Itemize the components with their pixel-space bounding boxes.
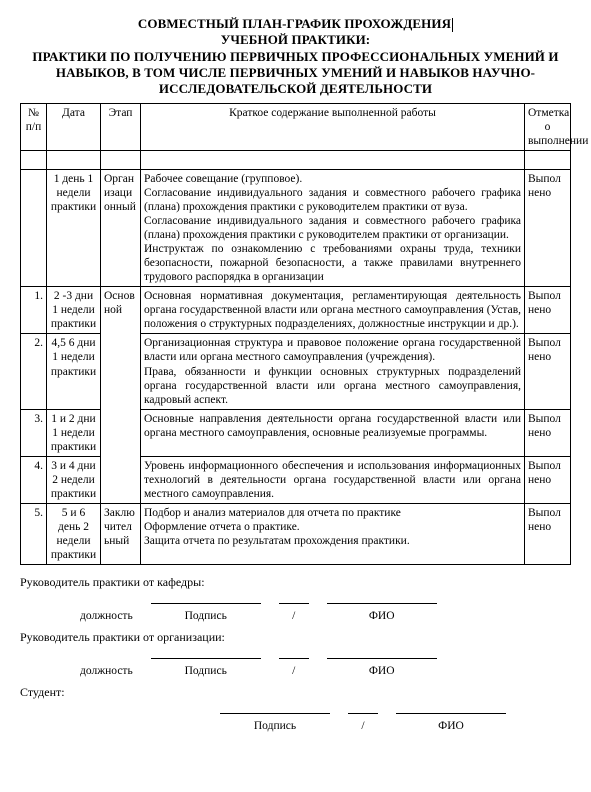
cell-empty: [47, 151, 101, 170]
sig-caption-signature: Подпись: [151, 665, 261, 679]
underline: [151, 591, 261, 604]
title-line-3: ПРАКТИКИ ПО ПОЛУЧЕНИЮ ПЕРВИЧНЫХ ПРОФЕССИ…: [20, 49, 571, 98]
table-header-row: № п/п Дата Этап Краткое содержание выпол…: [21, 104, 571, 151]
plan-table: № п/п Дата Этап Краткое содержание выпол…: [20, 103, 571, 564]
table-row: 5. 5 и 6 день 2 недели практики Заключит…: [21, 503, 571, 564]
underline: [279, 646, 309, 659]
cell-date: 5 и 6 день 2 недели практики: [47, 503, 101, 564]
sig-signature: Подпись: [220, 701, 330, 734]
cell-empty: [141, 151, 525, 170]
underline: [151, 646, 261, 659]
sig-caption-signature: Подпись: [151, 610, 261, 624]
sig-label-org: Руководитель практики от организации:: [20, 630, 571, 644]
cell-num: 4.: [21, 456, 47, 503]
sig-position: должность: [80, 609, 133, 624]
underline: [220, 701, 330, 714]
slash: /: [279, 610, 309, 624]
cell-empty: [525, 151, 571, 170]
cell-desc: Уровень информационного обеспечения и ис…: [141, 456, 525, 503]
cell-stage: Организационный: [101, 170, 141, 287]
sig-caption-signature: Подпись: [220, 720, 330, 734]
cell-mark: Выполнено: [525, 503, 571, 564]
cell-empty: [101, 151, 141, 170]
underline: [327, 646, 437, 659]
sig-caption-fio: ФИО: [327, 610, 437, 624]
cell-mark: Выполнено: [525, 456, 571, 503]
cell-desc: Основные направления деятельности органа…: [141, 409, 525, 456]
table-empty-row: [21, 151, 571, 170]
sig-fio: ФИО: [327, 591, 437, 624]
cell-stage: Основной: [101, 287, 141, 503]
cell-num: 5.: [21, 503, 47, 564]
table-row: 1 день 1 недели практики Организационный…: [21, 170, 571, 287]
cell-mark: Выполнено: [525, 170, 571, 287]
cell-date: 3 и 4 дни 2 недели практики: [47, 456, 101, 503]
th-desc: Краткое содержание выполненной работы: [141, 104, 525, 151]
sig-fio: ФИО: [327, 646, 437, 679]
sig-label-dept: Руководитель практики от кафедры:: [20, 575, 571, 589]
underline: [396, 701, 506, 714]
cell-date: 1 день 1 недели практики: [47, 170, 101, 287]
sig-slash: /: [348, 701, 378, 734]
cell-mark: Выполнено: [525, 409, 571, 456]
sig-slash: /: [279, 591, 309, 624]
cell-stage: Заключительный: [101, 503, 141, 564]
sig-row: должность Подпись / ФИО: [80, 591, 571, 624]
document-title: СОВМЕСТНЫЙ ПЛАН-ГРАФИК ПРОХОЖДЕНИЯ УЧЕБН…: [20, 16, 571, 97]
cell-desc: Подбор и анализ материалов для отчета по…: [141, 503, 525, 564]
sig-caption-position: должность: [80, 610, 133, 624]
sig-slash: /: [279, 646, 309, 679]
cell-mark: Выполнено: [525, 334, 571, 409]
sig-label-student: Студент:: [20, 685, 571, 699]
sig-caption-fio: ФИО: [327, 665, 437, 679]
sig-position: должность: [80, 664, 133, 679]
cell-num: 1.: [21, 287, 47, 334]
sig-caption-position: должность: [80, 665, 133, 679]
title-line-1: СОВМЕСТНЫЙ ПЛАН-ГРАФИК ПРОХОЖДЕНИЯ: [138, 16, 451, 31]
sig-signature: Подпись: [151, 591, 261, 624]
title-line-2: УЧЕБНОЙ ПРАКТИКИ:: [20, 32, 571, 48]
table-row: 1. 2 -3 дни 1 недели практики Основной О…: [21, 287, 571, 334]
cell-num: [21, 170, 47, 287]
sig-caption-fio: ФИО: [396, 720, 506, 734]
slash: /: [348, 720, 378, 734]
cell-empty: [21, 151, 47, 170]
sig-row: Подпись / ФИО: [220, 701, 571, 734]
underline: [327, 591, 437, 604]
underline: [348, 701, 378, 714]
cell-desc: Организационная структура и правовое пол…: [141, 334, 525, 409]
th-num: № п/п: [21, 104, 47, 151]
cell-desc: Основная нормативная документация, регла…: [141, 287, 525, 334]
sig-fio: ФИО: [396, 701, 506, 734]
cell-date: 2 -3 дни 1 недели практики: [47, 287, 101, 334]
text-cursor: [452, 18, 453, 32]
sig-signature: Подпись: [151, 646, 261, 679]
th-date: Дата: [47, 104, 101, 151]
cell-mark: Выполнено: [525, 287, 571, 334]
th-mark: Отметка о выполнении: [525, 104, 571, 151]
underline: [279, 591, 309, 604]
cell-date: 1 и 2 дни 1 недели практики: [47, 409, 101, 456]
signatures: Руководитель практики от кафедры: должно…: [20, 575, 571, 734]
cell-num: 2.: [21, 334, 47, 409]
cell-num: 3.: [21, 409, 47, 456]
sig-row: должность Подпись / ФИО: [80, 646, 571, 679]
cell-date: 4,5 6 дни 1 недели практики: [47, 334, 101, 409]
slash: /: [279, 665, 309, 679]
cell-desc: Рабочее совещание (групповое).Согласован…: [141, 170, 525, 287]
th-stage: Этап: [101, 104, 141, 151]
